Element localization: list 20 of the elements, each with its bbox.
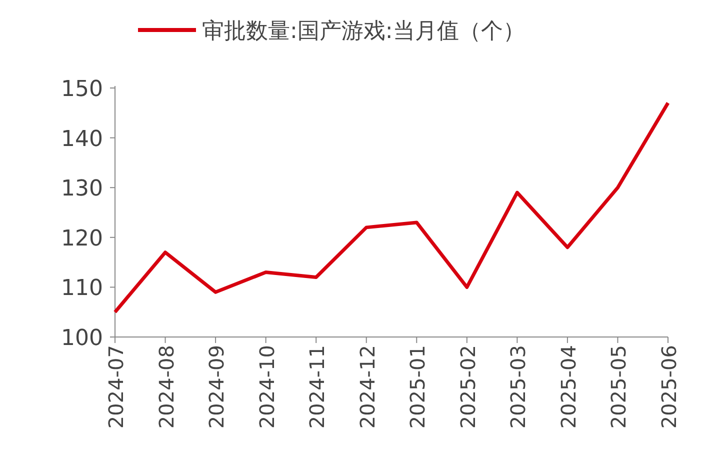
line-series [113,101,670,314]
y-tick-label: 140 [61,126,103,152]
y-tick-label: 150 [61,77,103,102]
y-tick-label: 100 [61,326,103,351]
x-tick-label: 2024-08 [154,345,178,429]
x-tick-label: 2024-07 [104,345,128,429]
x-tick-label: 2025-04 [556,345,580,429]
y-tick-label: 130 [61,176,103,202]
x-tick-label: 2024-11 [305,345,330,429]
legend-label: 审批数量:国产游戏:当月值（个） [202,19,525,44]
x-tick-label: 2025-05 [606,345,631,429]
y-tick-label: 120 [61,226,103,252]
x-tick-label: 2024-12 [355,345,380,429]
x-tick-label: 2025-02 [456,345,480,429]
x-tick-label: 2025-01 [406,345,430,429]
y-tick-label: 110 [61,276,103,302]
x-tick-label: 2024-09 [204,345,229,429]
x-tick-label: 2024-10 [254,345,279,429]
x-tick-label: 2025-06 [657,345,681,429]
x-tick-label: 2025-03 [506,345,530,429]
